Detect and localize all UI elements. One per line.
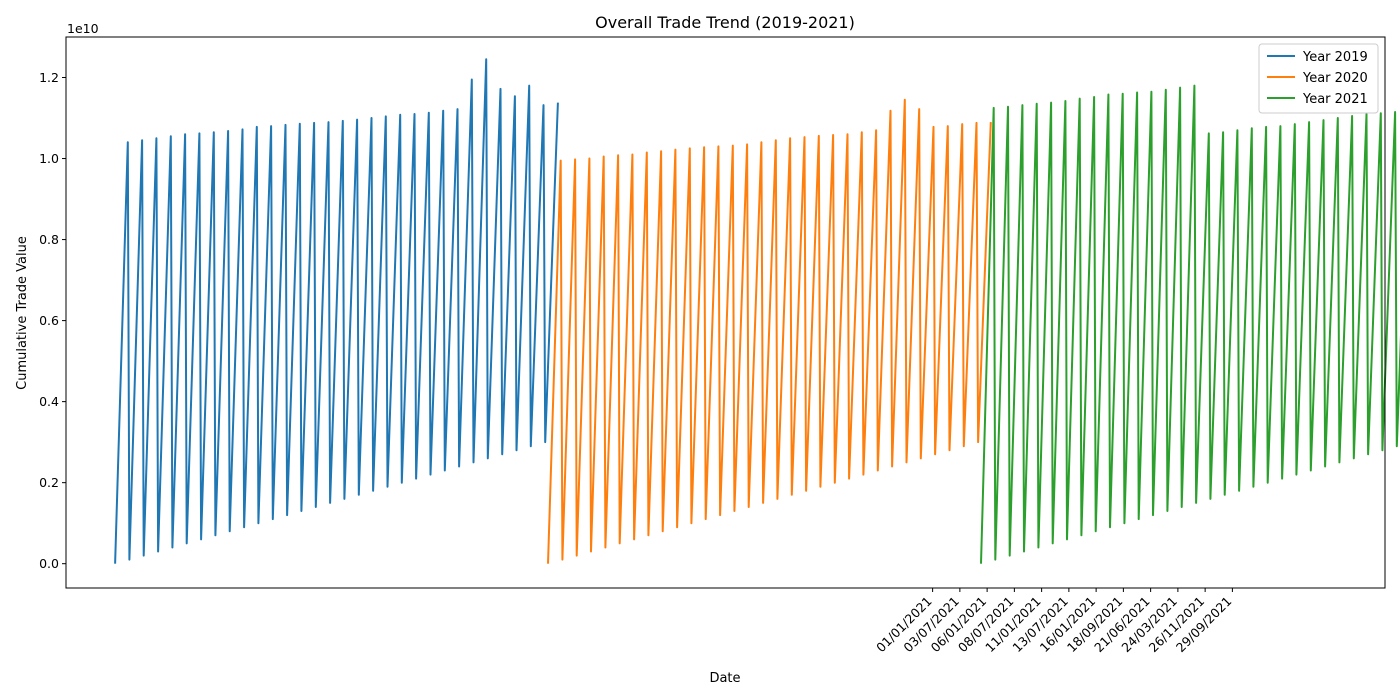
legend: Year 2019 Year 2020 Year 2021 bbox=[1258, 43, 1379, 114]
legend-label-2020: Year 2020 bbox=[1302, 71, 1368, 86]
y-tick-label: 0.0 bbox=[39, 556, 59, 571]
y-tick-label: 0.2 bbox=[39, 475, 59, 490]
legend-label-2021: Year 2021 bbox=[1302, 92, 1368, 107]
y-axis-title: Cumulative Trade Value bbox=[15, 236, 30, 390]
x-axis-title: Date bbox=[709, 671, 740, 686]
chart-title: Overall Trade Trend (2019-2021) bbox=[595, 13, 855, 32]
series-line-year-2020 bbox=[547, 98, 992, 564]
series-line-year-2021 bbox=[980, 84, 1400, 564]
legend-box bbox=[1258, 43, 1379, 114]
y-tick-label: 1.0 bbox=[39, 151, 59, 166]
y-tick-label: 0.4 bbox=[39, 394, 59, 409]
y-offset-label: 1e10 bbox=[67, 21, 99, 36]
y-tick-label: 0.8 bbox=[39, 232, 59, 247]
plot-series bbox=[114, 58, 1400, 564]
legend-label-2019: Year 2019 bbox=[1302, 50, 1368, 65]
y-tick-label: 0.6 bbox=[39, 313, 59, 328]
x-axis-ticks: 01/01/202103/07/202106/01/202108/07/2021… bbox=[873, 588, 1235, 655]
plot-frame bbox=[65, 36, 1386, 589]
y-tick-label: 1.2 bbox=[39, 70, 59, 85]
series-line-year-2019 bbox=[114, 58, 559, 564]
y-axis-ticks: 0.0 0.2 0.4 0.6 0.8 1.0 1.2 bbox=[39, 70, 66, 571]
